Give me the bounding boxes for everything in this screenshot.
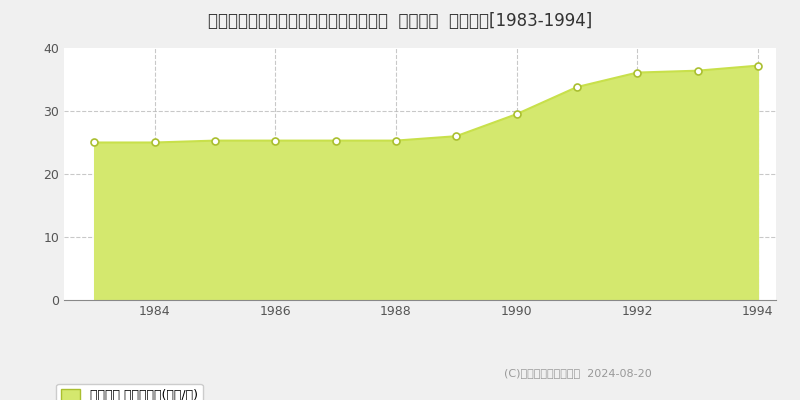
Point [88, 139, 101, 146]
Point [450, 133, 462, 139]
Point [269, 138, 282, 144]
Point [631, 69, 644, 76]
Text: 福井県福井市高木北２丁目１１２番３外  地価公示  地価推移[1983-1994]: 福井県福井市高木北２丁目１１２番３外 地価公示 地価推移[1983-1994] [208, 12, 592, 30]
Point [209, 138, 222, 144]
Text: (C)土地価格ドットコム  2024-08-20: (C)土地価格ドットコム 2024-08-20 [504, 368, 652, 378]
Legend: 地価公示 平均坪単価(万円/坪): 地価公示 平均坪単価(万円/坪) [56, 384, 202, 400]
Point [329, 138, 342, 144]
Point [510, 111, 523, 117]
Point [390, 138, 402, 144]
Point [751, 62, 764, 69]
Point [148, 139, 161, 146]
Point [570, 84, 583, 90]
Point [691, 68, 704, 74]
